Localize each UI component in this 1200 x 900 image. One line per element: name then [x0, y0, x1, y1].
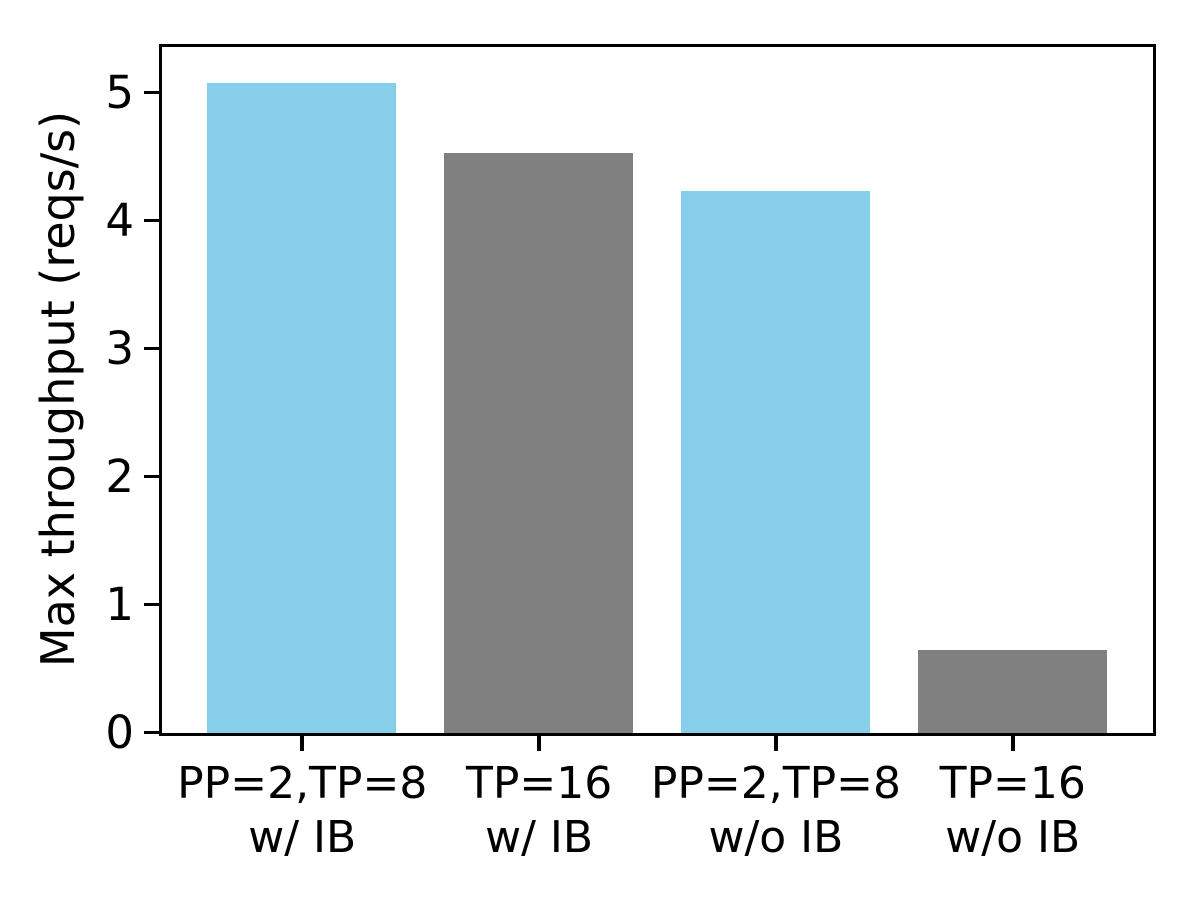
bars-layer: [162, 47, 1153, 733]
y-tick-label-1: 1: [105, 577, 134, 631]
y-tick-4: [144, 218, 159, 223]
y-tick-label-5: 5: [105, 65, 134, 119]
x-tick-1: [300, 736, 304, 751]
bar-3: [680, 191, 871, 733]
plot-area: [159, 44, 1156, 736]
bar-1: [207, 82, 397, 733]
bar-4: [917, 649, 1107, 733]
x-tick-4: [1011, 736, 1015, 751]
y-tick-label-0: 0: [105, 706, 134, 759]
y-tick-3: [144, 346, 159, 351]
y-tick-label-2: 2: [105, 449, 134, 503]
x-tick-3: [774, 736, 778, 751]
x-tick-label-1: PP=2,TP=8 w/ IB: [177, 758, 428, 863]
y-tick-label-3: 3: [105, 321, 134, 375]
y-tick-1: [144, 602, 159, 607]
y-tick-0: [144, 730, 159, 735]
x-tick-label-3: PP=2,TP=8 w/o IB: [650, 758, 901, 863]
x-tick-label-4: TP=16 w/o IB: [939, 758, 1086, 863]
y-tick-2: [144, 474, 159, 479]
y-tick-label-4: 4: [105, 193, 134, 247]
y-tick-5: [144, 90, 159, 95]
bar-2: [443, 153, 634, 733]
x-tick-2: [537, 736, 541, 751]
x-tick-label-2: TP=16 w/ IB: [465, 758, 613, 863]
